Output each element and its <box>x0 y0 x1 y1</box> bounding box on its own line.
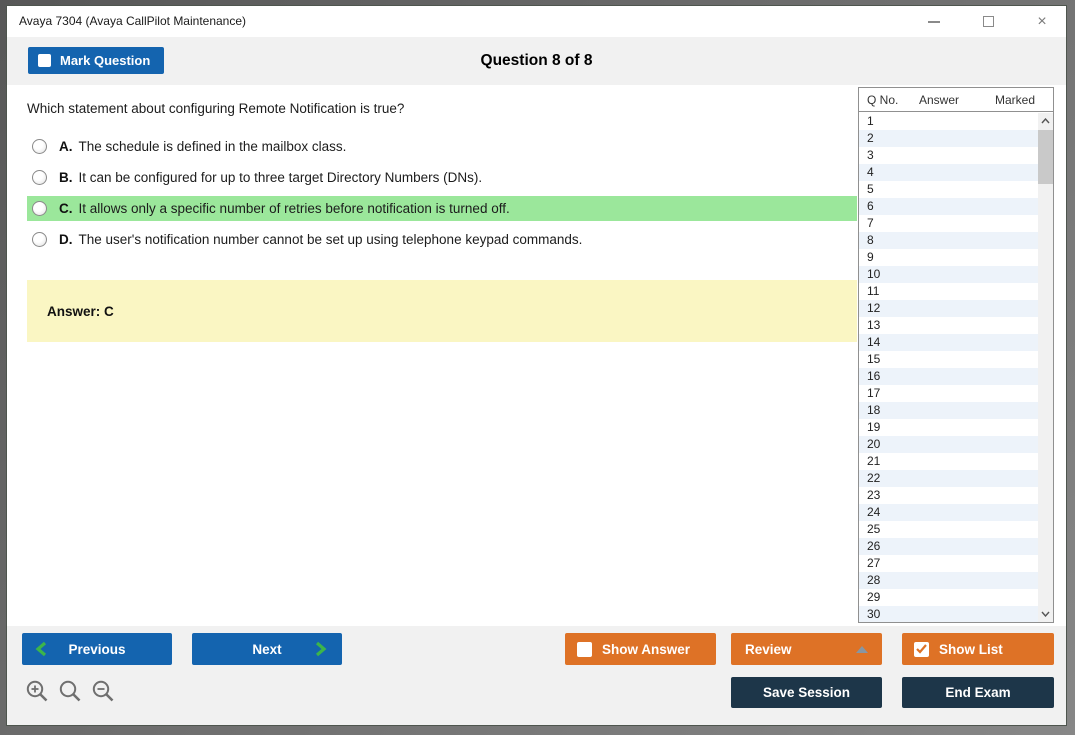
zoom-toolbar <box>25 679 116 709</box>
question-list-row[interactable]: 27 <box>867 556 881 570</box>
checkbox-checked-icon[interactable] <box>914 641 929 657</box>
previous-label: Previous <box>68 641 126 657</box>
question-text: Which statement about configuring Remote… <box>27 101 405 116</box>
show-list-label: Show List <box>939 641 1003 657</box>
maximize-icon[interactable] <box>978 12 998 32</box>
question-list-row[interactable]: 15 <box>867 352 881 366</box>
option-c[interactable]: C. It allows only a specific number of re… <box>27 196 857 221</box>
chevron-right-icon <box>315 641 327 657</box>
answer-label: Answer: C <box>47 303 114 319</box>
question-list-row[interactable]: 12 <box>859 300 1038 317</box>
option-a[interactable]: A. The schedule is defined in the mailbox… <box>27 134 857 159</box>
save-session-label: Save Session <box>762 685 851 700</box>
next-label: Next <box>252 641 282 657</box>
scrollbar[interactable] <box>1038 113 1053 622</box>
question-list-row[interactable]: 9 <box>867 250 874 264</box>
end-exam-label: End Exam <box>945 685 1011 700</box>
scroll-up-icon[interactable] <box>1038 113 1053 129</box>
option-letter: C. <box>59 201 73 216</box>
question-list-row[interactable]: 18 <box>859 402 1038 419</box>
option-letter: A. <box>59 139 73 154</box>
previous-button[interactable]: Previous <box>22 633 172 665</box>
show-answer-button[interactable]: Show Answer <box>565 633 716 665</box>
show-list-button[interactable]: Show List <box>902 633 1054 665</box>
next-button[interactable]: Next <box>192 633 342 665</box>
column-header-answer: Answer <box>919 93 960 107</box>
question-list-row[interactable]: 24 <box>859 504 1038 521</box>
question-list-row[interactable]: 6 <box>859 198 1038 215</box>
question-list-row[interactable]: 14 <box>859 334 1038 351</box>
zoom-reset-icon[interactable] <box>58 679 83 709</box>
show-answer-label: Show Answer <box>602 641 691 657</box>
question-list-row[interactable]: 10 <box>859 266 1038 283</box>
chevron-left-icon <box>35 641 47 657</box>
window-controls: × <box>924 6 1052 37</box>
option-letter: D. <box>59 232 73 247</box>
option-text: The schedule is defined in the mailbox c… <box>78 139 347 154</box>
option-d[interactable]: D. The user's notification number cannot … <box>27 227 857 252</box>
question-list-row[interactable]: 21 <box>867 454 881 468</box>
question-list-row[interactable]: 22 <box>859 470 1038 487</box>
question-list-row[interactable]: 2 <box>859 130 1038 147</box>
zoom-out-icon[interactable] <box>91 679 116 709</box>
question-list-row[interactable]: 26 <box>859 538 1038 555</box>
checkbox-unchecked-icon[interactable] <box>577 641 592 657</box>
question-list-rows: 1 2 3 4 5 6 7 8 9 10 11 12 13 14 15 16 17 18 19 20 21 22 23 24 2… <box>859 113 1038 622</box>
save-session-button[interactable]: Save Session <box>731 677 882 708</box>
radio-button-icon[interactable] <box>32 170 47 185</box>
checkbox-unchecked-icon[interactable] <box>38 54 51 67</box>
column-header-marked: Marked <box>995 93 1036 107</box>
review-dropdown-button[interactable]: Review <box>731 633 882 665</box>
question-list-row[interactable]: 29 <box>867 590 881 604</box>
mark-question-label: Mark Question <box>60 53 151 68</box>
option-letter: B. <box>59 170 73 185</box>
option-b[interactable]: B. It can be configured for up to three t… <box>27 165 857 190</box>
review-label: Review <box>745 641 792 657</box>
question-list-row[interactable]: 25 <box>867 522 881 536</box>
option-text: It allows only a specific number of retr… <box>78 201 510 216</box>
question-counter: Question 8 of 8 <box>480 52 593 69</box>
question-list-row[interactable]: 30 <box>859 606 1038 622</box>
question-list-row[interactable]: 3 <box>867 148 874 162</box>
app-window: Avaya 7304 (Avaya CallPilot Maintenance)… <box>6 5 1067 726</box>
question-list-row[interactable]: 11 <box>867 284 880 298</box>
question-list-panel: Q No. Answer Marked 1 2 3 4 5 6 7 8 9 10 11 12 13 14 1… <box>858 87 1054 623</box>
scrollbar-thumb[interactable] <box>1038 130 1053 184</box>
triangle-up-icon <box>856 646 868 653</box>
options-list: A. The schedule is defined in the mailbox… <box>27 134 857 258</box>
question-list-row[interactable]: 23 <box>867 488 881 502</box>
question-list-row[interactable]: 8 <box>859 232 1038 249</box>
question-list-row[interactable]: 20 <box>859 436 1038 453</box>
question-list-row[interactable]: 5 <box>867 182 874 196</box>
answer-box: Answer: C <box>27 280 857 342</box>
question-list-row[interactable]: 28 <box>859 572 1038 589</box>
question-list-row[interactable]: 19 <box>867 420 881 434</box>
radio-button-icon[interactable] <box>32 139 47 154</box>
footer-bar: Previous Next Show Answer Review Show Li… <box>7 626 1066 725</box>
question-list-header: Q No. Answer Marked <box>859 88 1053 112</box>
end-exam-button[interactable]: End Exam <box>902 677 1054 708</box>
scroll-down-icon[interactable] <box>1038 606 1053 622</box>
option-text: The user's notification number cannot be… <box>78 232 583 247</box>
radio-button-icon[interactable] <box>32 201 47 216</box>
question-list-row[interactable]: 4 <box>859 164 1038 181</box>
window-title: Avaya 7304 (Avaya CallPilot Maintenance) <box>19 14 247 28</box>
zoom-in-icon[interactable] <box>25 679 50 709</box>
radio-button-icon[interactable] <box>32 232 47 247</box>
close-icon[interactable]: × <box>1037 12 1047 30</box>
question-list-row[interactable]: 7 <box>867 216 874 230</box>
column-header-qno: Q No. <box>867 93 899 107</box>
header-strip: Question 8 of 8 Mark Question <box>7 37 1066 85</box>
title-bar: Avaya 7304 (Avaya CallPilot Maintenance)… <box>7 6 1066 37</box>
minimize-icon[interactable] <box>924 12 944 32</box>
question-list-row[interactable]: 17 <box>867 386 881 400</box>
question-list-row[interactable]: 1 <box>867 114 874 128</box>
mark-question-button[interactable]: Mark Question <box>28 47 165 74</box>
question-list-row[interactable]: 16 <box>859 368 1038 385</box>
question-list-row[interactable]: 13 <box>867 318 881 332</box>
option-text: It can be configured for up to three tar… <box>78 170 483 185</box>
